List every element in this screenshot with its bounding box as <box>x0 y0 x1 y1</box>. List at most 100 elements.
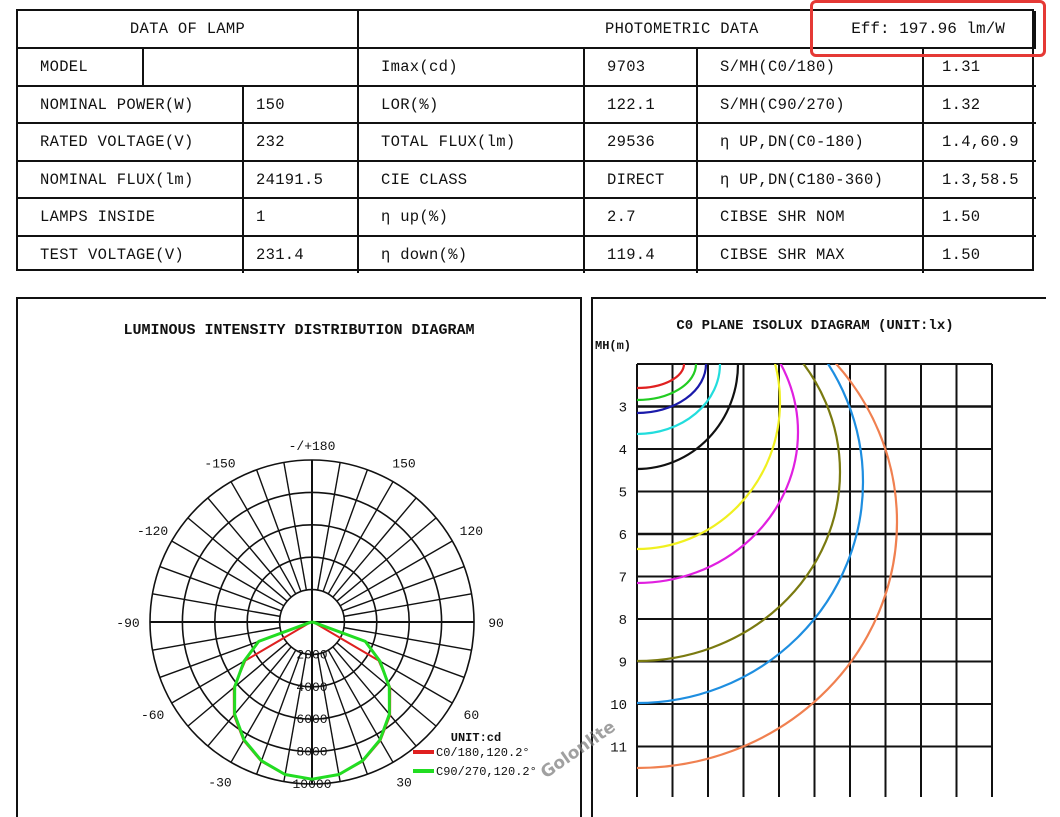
mh-tick-label: 8 <box>619 613 627 629</box>
isolux-curve-8 <box>637 364 865 705</box>
mh-tick-label: 6 <box>619 528 627 544</box>
angle-label: -90 <box>116 616 139 631</box>
unit-label: UNIT:cd <box>451 731 501 745</box>
polar-spoke <box>316 462 341 591</box>
angle-label: 120 <box>460 524 483 539</box>
row-label: LAMPS INSIDE <box>18 199 244 237</box>
row-label: η up(%) <box>359 199 585 237</box>
row-label: TOTAL FLUX(lm) <box>359 124 585 162</box>
row-label: MODEL <box>18 49 144 87</box>
mh-tick-label: 5 <box>619 486 627 502</box>
isolux-ylabel: MH(m) <box>595 339 631 353</box>
polar-spoke <box>255 469 302 592</box>
row-value: 1.32 <box>924 87 1036 124</box>
isolux-title: C0 PLANE ISOLUX DIAGRAM (UNIT:lx) <box>676 318 953 334</box>
efficiency-highlight: Eff: 197.96 lm/W <box>810 0 1046 57</box>
polar-spoke <box>187 642 288 727</box>
polar-spoke <box>332 646 417 747</box>
isolux-panel: C0 PLANE ISOLUX DIAGRAM (UNIT:lx) MH(m) 3 4… <box>591 297 1046 817</box>
row-value: 1 <box>244 199 359 237</box>
polar-spoke <box>322 469 369 592</box>
row-label: Imax(cd) <box>359 49 585 87</box>
polar-spoke <box>159 565 282 612</box>
angle-label: -/+180 <box>289 439 336 454</box>
polar-spoke <box>322 652 369 775</box>
polar-spoke <box>230 481 297 595</box>
row-value <box>144 49 359 87</box>
isolux-curve-7 <box>637 364 842 663</box>
row-value: 1.50 <box>942 246 981 264</box>
polar-spoke <box>343 593 472 618</box>
row-value: 1.4,60.9 <box>924 124 1036 162</box>
row-value: 232 <box>244 124 359 162</box>
angle-label: 150 <box>392 457 415 472</box>
polar-spoke <box>342 565 465 612</box>
isolux-diagram: C0 PLANE ISOLUX DIAGRAM (UNIT:lx) MH(m) 3 4… <box>595 318 993 797</box>
row-value: DIRECT <box>585 162 698 199</box>
row-label: NOMINAL FLUX(lm) <box>18 162 244 199</box>
polar-spoke <box>207 497 292 598</box>
mh-tick-label: 9 <box>619 656 627 672</box>
radial-tick-label: 8000 <box>296 745 327 760</box>
row-label: η UP,DN(C180-360) <box>698 162 924 199</box>
polar-spoke <box>152 626 281 651</box>
legend-label: C90/270,120.2° <box>436 765 537 779</box>
polar-spoke <box>336 642 437 727</box>
polar-spoke <box>283 653 308 782</box>
row-label: RATED VOLTAGE(V) <box>18 124 244 162</box>
polar-diagram: LUMINOUS INTENSITY DISTRIBUTION DIAGRAM 2… <box>116 322 537 792</box>
angle-label: -60 <box>141 708 164 723</box>
angle-label: 60 <box>464 708 480 723</box>
polar-spoke <box>327 649 394 763</box>
legend-label: C0/180,120.2° <box>436 746 530 760</box>
angle-label: 30 <box>396 775 412 790</box>
row-label: S/MH(C0/180) <box>698 49 924 87</box>
row-value: 122.1 <box>585 87 698 124</box>
row-value: 119.4 <box>585 237 698 273</box>
row-label: CIBSE SHR MAX <box>698 237 924 273</box>
mh-tick-label: 10 <box>610 698 627 714</box>
row-value: 24191.5 <box>244 162 359 199</box>
mh-tick-label: 3 <box>619 401 627 417</box>
polar-spoke <box>316 653 341 782</box>
row-label: CIBSE SHR NOM <box>698 199 924 237</box>
row-value: 150 <box>244 87 359 124</box>
polar-spoke <box>230 649 297 763</box>
row-label: TEST VOLTAGE(V) <box>18 237 244 273</box>
isolux-curve-9 <box>637 364 899 770</box>
row-value: 1.50 <box>924 199 1036 237</box>
isolux-curve-6 <box>637 364 800 585</box>
row-value: 29536 <box>585 124 698 162</box>
row-label: η down(%) <box>359 237 585 273</box>
radial-tick-label: 6000 <box>296 712 327 727</box>
isolux-curve-5 <box>637 364 782 551</box>
polar-spoke <box>187 517 288 602</box>
polar-spoke <box>343 626 472 651</box>
radial-tick-label: 10000 <box>292 777 331 792</box>
mh-tick-label: 7 <box>619 571 627 587</box>
row-value: 9703 <box>585 49 698 87</box>
polar-spoke <box>283 462 308 591</box>
lamp-data-header: DATA OF LAMP <box>18 11 359 49</box>
polar-spoke <box>152 593 281 618</box>
row-label: LOR(%) <box>359 87 585 124</box>
polar-spoke <box>336 517 437 602</box>
polar-title: LUMINOUS INTENSITY DISTRIBUTION DIAGRAM <box>123 322 474 339</box>
angle-label: -30 <box>208 775 231 790</box>
photometric-header: PHOTOMETRIC DATA <box>359 11 1036 49</box>
radial-tick-label: 2000 <box>296 647 327 662</box>
row-value: 2.7 <box>585 199 698 237</box>
polar-spoke <box>327 481 394 595</box>
row-value: 1.31 <box>924 49 1036 87</box>
lamp-data-table: DATA OF LAMP PHOTOMETRIC DATA MODEL Imax(cd… <box>16 9 1036 273</box>
intensity-curve-1 <box>233 620 391 781</box>
angle-label: -150 <box>204 457 235 472</box>
mh-tick-label: 4 <box>619 443 627 459</box>
polar-spoke <box>171 540 285 607</box>
polar-spoke <box>332 497 417 598</box>
row-label: η UP,DN(C0-180) <box>698 124 924 162</box>
radial-tick-label: 4000 <box>296 680 327 695</box>
row-label: CIE CLASS <box>359 162 585 199</box>
row-value: 231.4 <box>244 237 359 273</box>
row-value: 1.3,58.5 <box>924 162 1036 199</box>
